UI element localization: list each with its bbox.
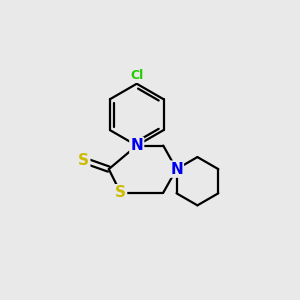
Text: Cl: Cl: [130, 69, 143, 82]
Text: S: S: [78, 153, 89, 168]
Text: S: S: [115, 185, 126, 200]
Text: N: N: [170, 162, 183, 177]
Text: N: N: [130, 138, 143, 153]
